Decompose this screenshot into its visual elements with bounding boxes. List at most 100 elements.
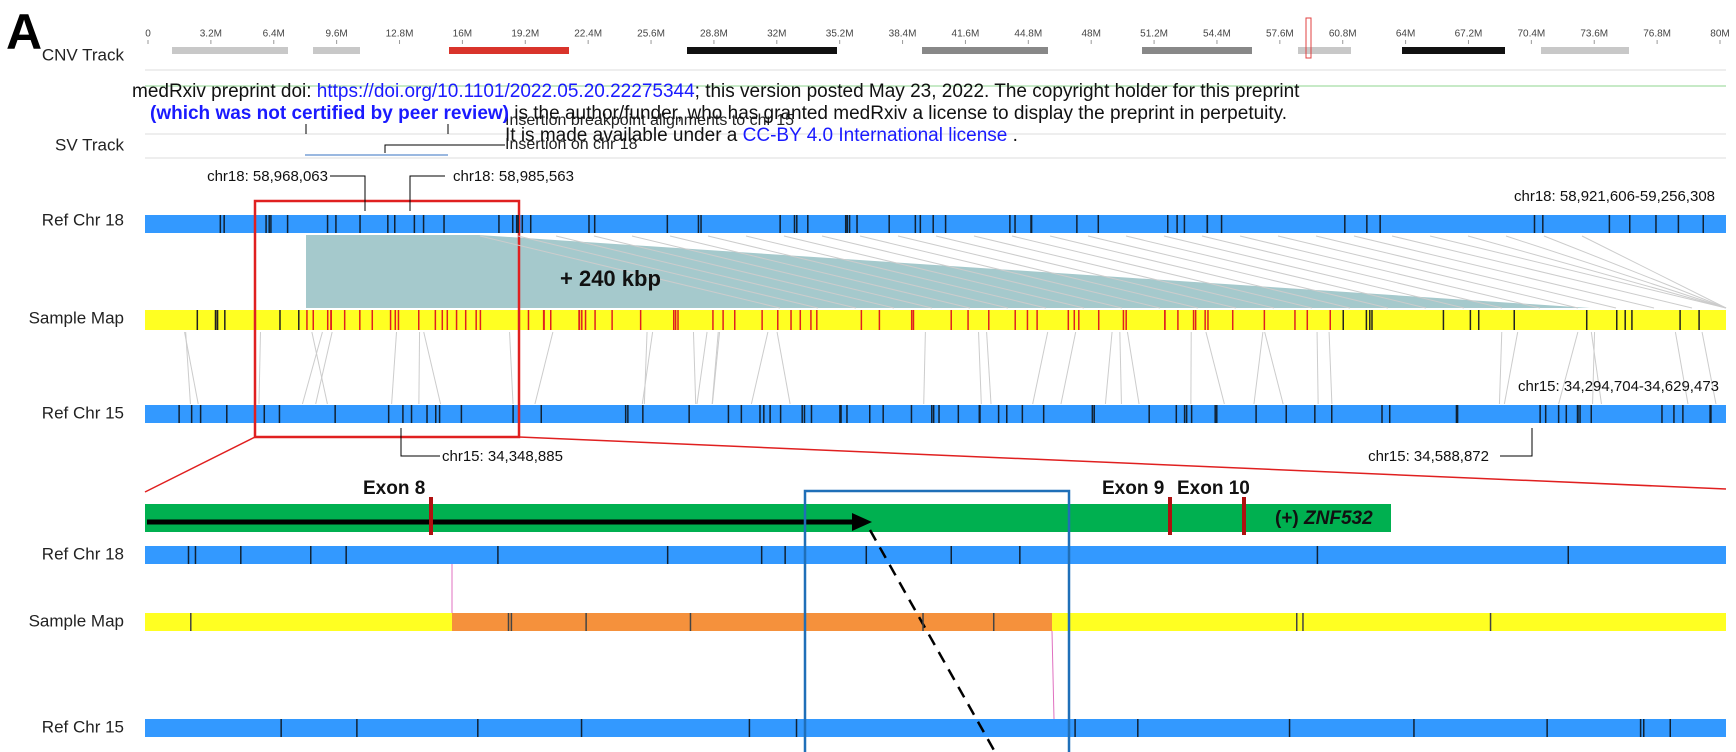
alignment-line [1277,235,1579,309]
ruler-label: 9.6M [326,29,348,40]
preprint-text: It is made available under a [505,125,743,146]
alignment-line [1125,235,1427,309]
alignment-line [935,235,1237,309]
exon-mark [429,497,433,535]
sv-annotation: Insertion on chr 18 [505,136,638,153]
track-label: CNV Track [42,45,125,64]
track-label: Ref Chr 15 [42,717,124,736]
preprint-bold: (which was not certified by peer review) [150,103,509,124]
alignment-line [391,331,398,405]
sample-map [145,310,1726,330]
track-label: Ref Chr 18 [42,210,124,229]
callout [409,175,445,211]
coordinate: chr18: 58,985,563 [453,168,574,185]
alignment-line [707,235,1009,309]
alignment-line [1316,331,1319,405]
alignment-line [301,331,323,405]
alignment-line [311,331,328,405]
ref18-map [145,215,1726,233]
alignment-line [859,235,1161,309]
preprint-line: (which was not certified by peer review)… [150,103,1287,124]
ruler-label: 6.4M [263,29,285,40]
ruler-block [449,47,569,54]
alignment-line [1060,331,1077,405]
license-link[interactable]: CC-BY 4.0 International license [743,125,1008,146]
alignment-line [1163,235,1465,309]
callout [384,144,505,153]
coordinate: chr15: 34,294,704-34,629,473 [1518,378,1719,395]
ruler-label: 60.8M [1329,29,1357,40]
alignment-line [258,331,261,405]
alignment-line [696,331,708,405]
ruler-block [172,47,288,54]
ruler-label: 19.2M [511,29,539,40]
track-label: Sample Map [29,308,124,327]
ruler-label: 64M [1396,29,1415,40]
gene-label: (+) ZNF532 [1275,508,1373,529]
ruler-label: 51.2M [1140,29,1168,40]
alignment-line [1503,331,1519,405]
exon-mark [1168,497,1172,535]
alignment-line [1201,235,1503,309]
alignment-line [1126,331,1140,405]
alignment-line [1353,235,1655,309]
alignment-line [184,331,199,405]
coordinate: chr18: 58,968,063 [207,168,328,185]
callout [330,175,366,211]
preprint-text: is the author/funder, who has granted me… [509,103,1287,124]
ruler-label: 0 [145,29,151,40]
zoom-line [518,436,1727,490]
ruler-block [922,47,1048,54]
alignment-line [1701,331,1717,405]
ruler-label: 32M [767,29,786,40]
ruler-label: 70.4M [1517,29,1545,40]
alignment-line [1581,235,1727,309]
alignment-line [669,235,971,309]
coordinate: chr15: 34,348,885 [442,448,563,465]
alignment-line [978,331,982,405]
alignment-line [593,235,895,309]
alignment-line [534,331,554,405]
alignment-line [1205,331,1225,405]
ref15-zoom [145,719,1726,737]
alignment-line [1253,331,1264,405]
doi-link[interactable]: https://doi.org/10.1101/2022.05.20.22275… [317,81,695,102]
track-label: Sample Map [29,611,124,630]
ruler-label: 3.2M [200,29,222,40]
alignment-line [315,331,333,405]
ruler-label: 76.8M [1643,29,1671,40]
alignment-line [643,331,648,405]
callout [400,428,440,457]
ruler-label: 44.8M [1014,29,1042,40]
insertion-size: + 240 kbp [560,266,661,291]
gene-arrowhead [852,513,872,531]
ruler-label: 25.6M [637,29,665,40]
ref18-zoom [145,546,1726,564]
alignment-line [745,235,1047,309]
alignment-line [783,235,1085,309]
alignment-line [1264,331,1284,405]
preprint-text: medRxiv preprint doi: [132,81,317,102]
gene-bar [145,504,1391,532]
alignment-line [1467,235,1727,309]
alignment-line [1104,331,1113,405]
alignment-line [517,235,819,309]
alignment-line [1119,331,1122,405]
alignment-line [1391,235,1693,309]
alignment-line [1315,235,1617,309]
align-line [1051,630,1055,720]
alignment-line [1543,235,1727,309]
zoom-line [144,436,256,493]
alignment-line [711,331,719,405]
detail-box [803,489,1071,752]
ruler-label: 28.8M [700,29,728,40]
track-label: SV Track [55,135,124,154]
track-label: Ref Chr 18 [42,544,124,563]
preprint-text: ; this version posted May 23, 2022. The … [695,81,1301,102]
alignment-line [1087,235,1389,309]
alignment-line [1674,331,1689,405]
exon-mark [1242,497,1246,535]
alignment-line [973,235,1275,309]
ruler-label: 16M [453,29,472,40]
